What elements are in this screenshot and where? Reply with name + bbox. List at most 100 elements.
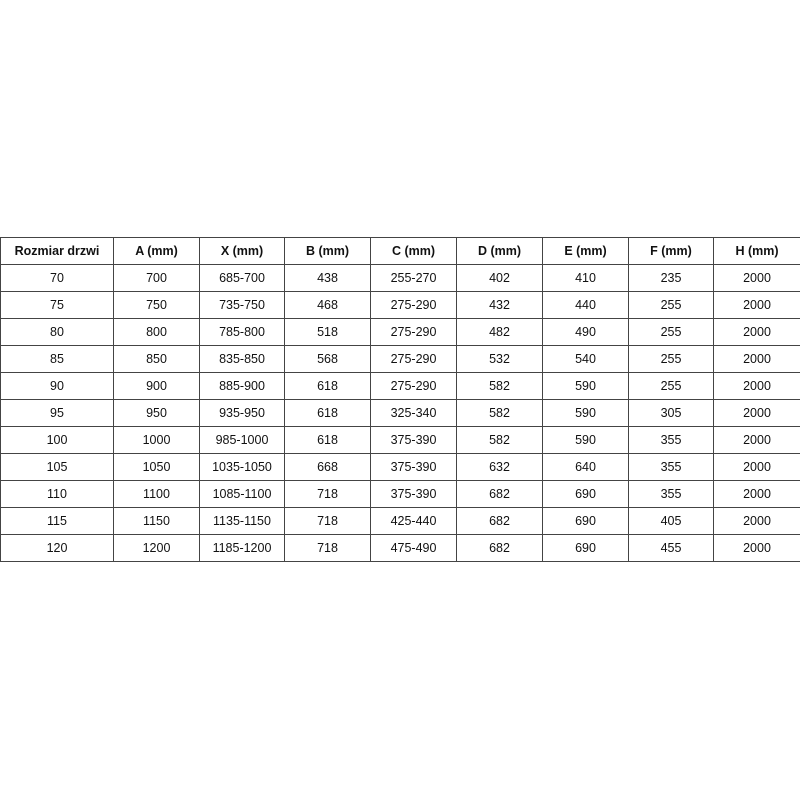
table-cell: 1185-1200 (199, 534, 285, 562)
table-cell: 582 (456, 426, 543, 454)
table-cell: 438 (284, 264, 371, 292)
table-cell: 850 (113, 345, 200, 373)
table-cell: 455 (628, 534, 714, 562)
table-row: 115 1150 1135-1150 718 425-440 682 690 405 2000 (0, 507, 800, 535)
table-row: 120 1200 1185-1200 718 475-490 682 690 455 2000 (0, 534, 800, 562)
table-cell: 115 (0, 507, 114, 535)
table-cell: 1150 (113, 507, 200, 535)
table-cell: 275-290 (370, 372, 457, 400)
table-cell: 2000 (713, 318, 800, 346)
table-cell: 432 (456, 291, 543, 319)
table-cell: 75 (0, 291, 114, 319)
table-row: 110 1100 1085-1100 718 375-390 682 690 355 2000 (0, 480, 800, 508)
table-cell: 1000 (113, 426, 200, 454)
table-cell: 80 (0, 318, 114, 346)
table-cell: 1100 (113, 480, 200, 508)
table-cell: 2000 (713, 291, 800, 319)
table-cell: 90 (0, 372, 114, 400)
table-row: 80 800 785-800 518 275-290 482 490 255 2000 (0, 318, 800, 346)
table-cell: 590 (542, 372, 629, 400)
column-header: A (mm) (113, 237, 200, 265)
column-header: X (mm) (199, 237, 285, 265)
table-cell: 1200 (113, 534, 200, 562)
table-cell: 468 (284, 291, 371, 319)
table-cell: 682 (456, 480, 543, 508)
table-cell: 475-490 (370, 534, 457, 562)
column-header: D (mm) (456, 237, 543, 265)
table-cell: 235 (628, 264, 714, 292)
table-cell: 1135-1150 (199, 507, 285, 535)
table-cell: 70 (0, 264, 114, 292)
table-cell: 718 (284, 480, 371, 508)
table-cell: 935-950 (199, 399, 285, 427)
table-cell: 275-290 (370, 291, 457, 319)
table-cell: 2000 (713, 480, 800, 508)
table-cell: 1035-1050 (199, 453, 285, 481)
table-cell: 735-750 (199, 291, 285, 319)
table-cell: 490 (542, 318, 629, 346)
table-cell: 582 (456, 372, 543, 400)
table-cell: 375-390 (370, 480, 457, 508)
table-cell: 685-700 (199, 264, 285, 292)
table-cell: 305 (628, 399, 714, 427)
table-cell: 255 (628, 345, 714, 373)
table-cell: 785-800 (199, 318, 285, 346)
table-cell: 355 (628, 453, 714, 481)
table-cell: 690 (542, 507, 629, 535)
table-cell: 100 (0, 426, 114, 454)
table-cell: 690 (542, 480, 629, 508)
table-cell: 375-390 (370, 453, 457, 481)
table-row: 85 850 835-850 568 275-290 532 540 255 2000 (0, 345, 800, 373)
column-header: F (mm) (628, 237, 714, 265)
table-cell: 568 (284, 345, 371, 373)
table-cell: 582 (456, 399, 543, 427)
table-row: 105 1050 1035-1050 668 375-390 632 640 355 2000 (0, 453, 800, 481)
table-cell: 85 (0, 345, 114, 373)
table-cell: 800 (113, 318, 200, 346)
table-cell: 405 (628, 507, 714, 535)
table-cell: 750 (113, 291, 200, 319)
table-cell: 540 (542, 345, 629, 373)
table-cell: 275-290 (370, 318, 457, 346)
column-header: B (mm) (284, 237, 371, 265)
table-cell: 2000 (713, 507, 800, 535)
table-cell: 590 (542, 426, 629, 454)
table-row: 90 900 885-900 618 275-290 582 590 255 2000 (0, 372, 800, 400)
table-cell: 105 (0, 453, 114, 481)
table-cell: 632 (456, 453, 543, 481)
table-cell: 590 (542, 399, 629, 427)
table-cell: 375-390 (370, 426, 457, 454)
table-cell: 835-850 (199, 345, 285, 373)
table-cell: 255 (628, 318, 714, 346)
table-cell: 440 (542, 291, 629, 319)
table-cell: 668 (284, 453, 371, 481)
table-cell: 985-1000 (199, 426, 285, 454)
table-cell: 2000 (713, 534, 800, 562)
table-cell: 325-340 (370, 399, 457, 427)
table-cell: 355 (628, 480, 714, 508)
table-cell: 110 (0, 480, 114, 508)
table-cell: 2000 (713, 264, 800, 292)
header-row: Rozmiar drzwi A (mm) X (mm) B (mm) C (mm) D (… (0, 237, 800, 265)
table-cell: 682 (456, 534, 543, 562)
table-cell: 2000 (713, 372, 800, 400)
table-cell: 1050 (113, 453, 200, 481)
table-cell: 95 (0, 399, 114, 427)
table-cell: 718 (284, 534, 371, 562)
table-cell: 255 (628, 291, 714, 319)
table-cell: 618 (284, 372, 371, 400)
table-cell: 2000 (713, 345, 800, 373)
table-cell: 618 (284, 399, 371, 427)
table-header: Rozmiar drzwi A (mm) X (mm) B (mm) C (mm) D (… (0, 237, 800, 265)
table-cell: 718 (284, 507, 371, 535)
table-body: 70 700 685-700 438 255-270 402 410 235 2000 75 750… (0, 264, 800, 562)
table-cell: 2000 (713, 399, 800, 427)
table-cell: 1085-1100 (199, 480, 285, 508)
table-row: 95 950 935-950 618 325-340 582 590 305 2000 (0, 399, 800, 427)
table-cell: 275-290 (370, 345, 457, 373)
table-row: 75 750 735-750 468 275-290 432 440 255 2000 (0, 291, 800, 319)
table-cell: 255-270 (370, 264, 457, 292)
table-cell: 2000 (713, 426, 800, 454)
table-cell: 700 (113, 264, 200, 292)
table-cell: 255 (628, 372, 714, 400)
